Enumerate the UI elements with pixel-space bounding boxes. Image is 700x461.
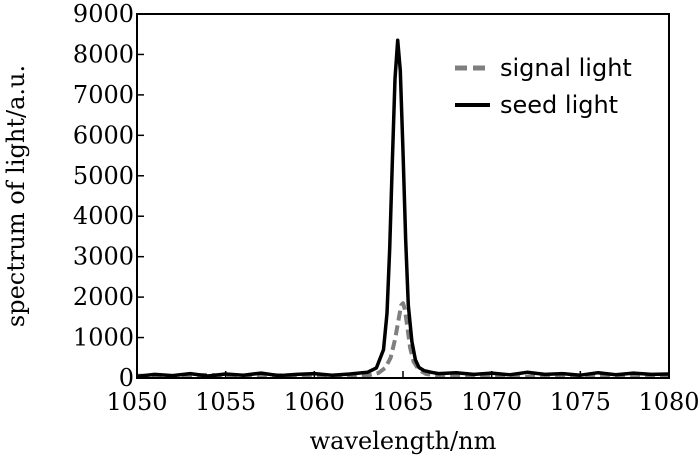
legend-label-signal-light: signal light (500, 54, 632, 82)
x-tick-label: 1080 (638, 388, 699, 416)
x-tick-label: 1050 (106, 388, 167, 416)
x-tick-label: 1055 (195, 388, 256, 416)
x-tick-label: 1075 (550, 388, 611, 416)
y-tick-label: 0 (119, 364, 134, 392)
x-axis-label: wavelength/nm (310, 427, 497, 455)
y-tick-label: 1000 (73, 324, 134, 352)
y-axis-label: spectrum of light/a.u. (2, 65, 30, 327)
y-axis: 0 1000 2000 3000 4000 5000 6000 7000 8000 9000 (73, 0, 144, 392)
x-tick-label: 1070 (461, 388, 522, 416)
plot-area (136, 38, 670, 379)
series-line-signal-light (136, 301, 670, 379)
series-line-seed-light (136, 38, 670, 379)
y-tick-label: 5000 (73, 162, 134, 190)
y-tick-label: 9000 (73, 0, 134, 28)
y-tick-label: 3000 (73, 243, 134, 271)
y-tick-label: 7000 (73, 81, 134, 109)
legend: signal light seed light (455, 54, 632, 119)
y-tick-label: 6000 (73, 121, 134, 149)
legend-label-seed-light: seed light (500, 91, 618, 119)
x-tick-label: 1060 (284, 388, 345, 416)
x-tick-label: 1065 (372, 388, 433, 416)
y-tick-label: 4000 (73, 202, 134, 230)
y-tick-label: 8000 (73, 40, 134, 68)
y-tick-label: 2000 (73, 283, 134, 311)
x-axis: 1050 1055 1060 1065 1070 1075 1080 (106, 371, 700, 416)
